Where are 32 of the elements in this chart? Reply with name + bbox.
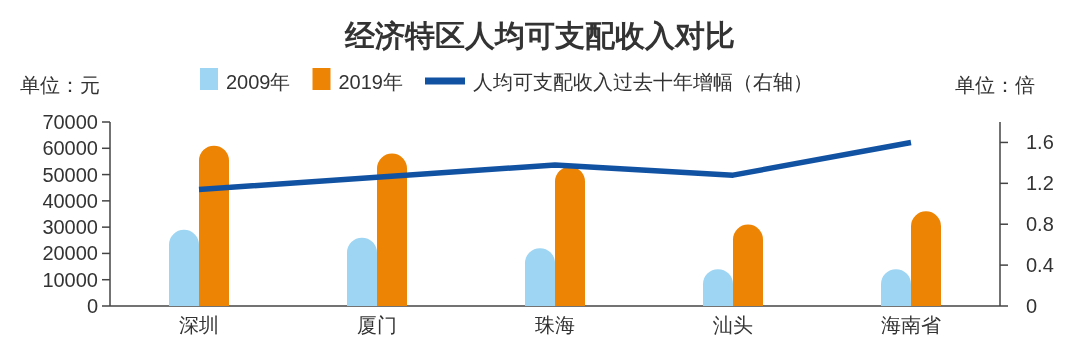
y-tick-label: 20000 [42, 242, 98, 265]
bar [347, 237, 377, 306]
y2-tick-label: 0.8 [1026, 213, 1054, 236]
x-tick-label: 汕头 [713, 314, 753, 336]
x-tick-label: 厦门 [357, 314, 397, 336]
y-tick-label: 0 [86, 295, 98, 317]
bar [169, 229, 199, 306]
y2-axis-title: 单位：倍 [955, 74, 1035, 96]
legend-label: 2009年 [226, 71, 291, 93]
bar [911, 211, 941, 306]
y2-tick-label: 1.2 [1026, 172, 1054, 195]
legend-label: 2019年 [338, 71, 403, 93]
x-tick-label: 珠海 [535, 314, 575, 336]
y-tick-label: 10000 [42, 268, 98, 291]
y-tick-label: 60000 [42, 137, 98, 160]
y2-tick-label: 1.6 [1026, 131, 1054, 154]
y2-tick-label: 0 [1026, 295, 1038, 317]
y2-tick-label: 0.4 [1026, 254, 1054, 277]
bar [525, 248, 555, 306]
chart-title: 经济特区人均可支配收入对比 [344, 19, 735, 52]
bar [377, 153, 407, 306]
bar [555, 166, 585, 306]
y-axis-title: 单位：元 [20, 74, 100, 96]
y-tick-label: 40000 [42, 189, 98, 212]
y-tick-label: 30000 [42, 216, 98, 239]
legend-label: 人均可支配收入过去十年增幅（右轴） [473, 71, 813, 93]
x-tick-label: 深圳 [179, 314, 219, 336]
y-tick-label: 70000 [42, 111, 98, 133]
x-tick-label: 海南省 [881, 314, 941, 336]
y-tick-label: 50000 [42, 163, 98, 186]
bar [199, 145, 229, 306]
bar [733, 224, 763, 306]
